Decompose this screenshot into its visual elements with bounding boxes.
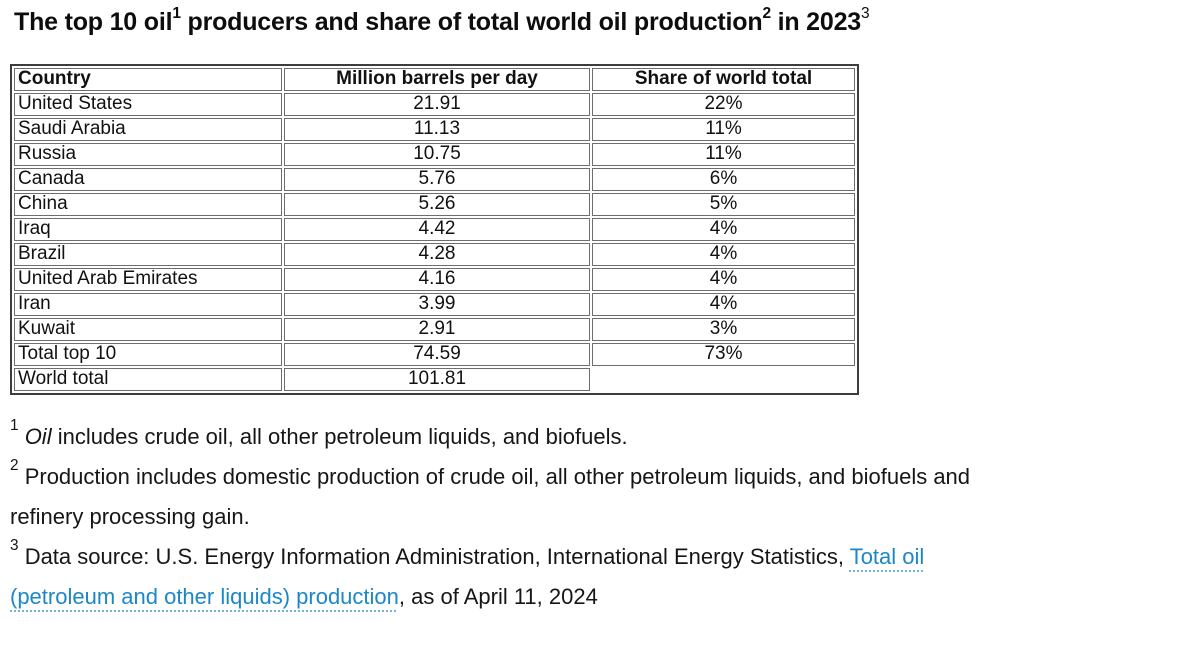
cell-share: 4% [592, 293, 855, 316]
cell-share-empty [592, 368, 855, 391]
cell-mbpd: 4.16 [284, 268, 590, 291]
title-text-3: in 2023 [770, 8, 862, 36]
cell-share: 73% [592, 343, 855, 366]
cell-mbpd: 5.26 [284, 193, 590, 216]
footnote-3-marker: 3 [10, 537, 19, 555]
cell-share: 4% [592, 243, 855, 266]
title-footnote-ref-3: 3 [861, 5, 870, 23]
cell-mbpd: 5.76 [284, 168, 590, 191]
cell-mbpd: 11.13 [284, 118, 590, 141]
cell-share: 22% [592, 93, 855, 116]
table-header-row: Country Million barrels per day Share of… [14, 68, 855, 91]
cell-country: World total [14, 368, 282, 391]
page: The top 10 oil1 producers and share of t… [10, 5, 1190, 617]
table-row: Iran 3.99 4% [14, 293, 855, 316]
cell-share: 5% [592, 193, 855, 216]
table-row: United Arab Emirates 4.16 4% [14, 268, 855, 291]
cell-mbpd: 4.28 [284, 243, 590, 266]
link-line-2[interactable]: (petroleum and other liquids) production [10, 584, 399, 609]
cell-mbpd: 74.59 [284, 343, 590, 366]
footnote-1-italic-term: Oil [24, 424, 52, 449]
title-footnote-ref-2: 2 [762, 5, 771, 23]
column-header-share: Share of world total [592, 68, 855, 91]
cell-mbpd: 21.91 [284, 93, 590, 116]
cell-country: China [14, 193, 282, 216]
cell-mbpd: 2.91 [284, 318, 590, 341]
footnote-2: 2 Production includes domestic productio… [10, 457, 1190, 537]
table-row-world-total: World total 101.81 [14, 368, 855, 391]
footnote-1: 1 Oil includes crude oil, all other petr… [10, 417, 1190, 457]
table-row-total-top10: Total top 10 74.59 73% [14, 343, 855, 366]
cell-country: Kuwait [14, 318, 282, 341]
footnote-2-line-2: refinery processing gain. [10, 504, 250, 529]
page-title: The top 10 oil1 producers and share of t… [14, 5, 1190, 37]
footnotes: 1 Oil includes crude oil, all other petr… [10, 417, 1190, 617]
column-header-country: Country [14, 68, 282, 91]
table-row: Saudi Arabia 11.13 11% [14, 118, 855, 141]
table-row: Brazil 4.28 4% [14, 243, 855, 266]
cell-country: Iraq [14, 218, 282, 241]
cell-country: Brazil [14, 243, 282, 266]
cell-share: 4% [592, 268, 855, 291]
cell-mbpd: 10.75 [284, 143, 590, 166]
column-header-million-barrels: Million barrels per day [284, 68, 590, 91]
cell-mbpd: 3.99 [284, 293, 590, 316]
cell-country: Saudi Arabia [14, 118, 282, 141]
footnote-3-suffix: , as of April 11, 2024 [398, 584, 598, 609]
cell-country: Total top 10 [14, 343, 282, 366]
cell-share: 6% [592, 168, 855, 191]
title-footnote-ref-1: 1 [172, 5, 181, 23]
link-line-1[interactable]: Total oil [849, 544, 925, 569]
cell-share: 11% [592, 143, 855, 166]
table-row: Kuwait 2.91 3% [14, 318, 855, 341]
cell-mbpd: 4.42 [284, 218, 590, 241]
footnote-1-text: includes crude oil, all other petroleum … [51, 424, 628, 449]
cell-share: 3% [592, 318, 855, 341]
footnote-2-marker: 2 [10, 457, 19, 475]
cell-country: Russia [14, 143, 282, 166]
table-row: China 5.26 5% [14, 193, 855, 216]
title-text-1: The top 10 oil [14, 8, 173, 36]
footnote-3-text: Data source: U.S. Energy Information Adm… [24, 544, 850, 569]
cell-country: Canada [14, 168, 282, 191]
cell-share: 11% [592, 118, 855, 141]
cell-country: Iran [14, 293, 282, 316]
footnote-3: 3 Data source: U.S. Energy Information A… [10, 537, 1190, 617]
table-row: Russia 10.75 11% [14, 143, 855, 166]
cell-mbpd: 101.81 [284, 368, 590, 391]
table-row: United States 21.91 22% [14, 93, 855, 116]
cell-country: United States [14, 93, 282, 116]
cell-country: United Arab Emirates [14, 268, 282, 291]
oil-producers-table: Country Million barrels per day Share of… [10, 64, 859, 395]
total-oil-production-link[interactable]: Total oil (petroleum and other liquids) p… [10, 544, 924, 609]
cell-share: 4% [592, 218, 855, 241]
title-text-2: producers and share of total world oil p… [180, 8, 763, 36]
table-row: Iraq 4.42 4% [14, 218, 855, 241]
table-row: Canada 5.76 6% [14, 168, 855, 191]
footnote-2-line-1: Production includes domestic production … [24, 464, 971, 489]
footnote-1-marker: 1 [10, 417, 19, 435]
